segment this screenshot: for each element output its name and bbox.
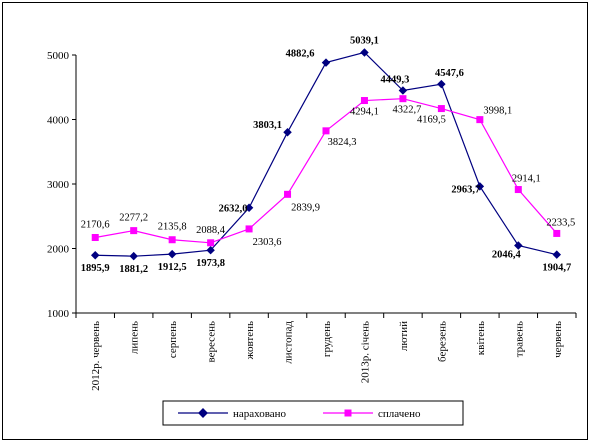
point-paid [476, 116, 484, 124]
x-tick-label: травень [513, 321, 525, 357]
legend: нараховано сплачено [162, 400, 464, 426]
x-tick-label: жовтень [244, 321, 256, 360]
legend-marker-accrued [198, 408, 208, 418]
data-label-paid: 2303,6 [253, 237, 282, 248]
point-accrued [90, 250, 100, 260]
y-tick-label: 1000 [47, 308, 70, 320]
legend-label-accrued: нараховано [233, 408, 287, 420]
point-accrued [129, 251, 138, 261]
x-tick-label: червень [552, 321, 564, 358]
data-label-paid: 2277,2 [119, 213, 148, 224]
data-label-accrued: 4449,3 [380, 75, 409, 86]
data-label-paid: 2914,1 [512, 174, 541, 185]
point-accrued [514, 241, 523, 250]
point-paid [360, 97, 368, 105]
data-label-accrued: 5039,1 [350, 35, 379, 46]
point-accrued [552, 250, 562, 259]
data-label-paid: 2839,9 [291, 202, 320, 213]
data-label-paid: 4169,5 [417, 115, 446, 126]
point-paid [284, 190, 292, 198]
x-tick-label: 2012р. червень [90, 321, 102, 391]
x-tick-label: липень [129, 321, 141, 354]
point-accrued [398, 86, 408, 95]
legend-marker-paid [344, 409, 352, 417]
data-label-accrued: 2046,4 [492, 250, 522, 261]
point-paid [514, 186, 522, 194]
point-accrued [167, 249, 177, 259]
data-label-accrued: 1973,8 [196, 258, 225, 269]
point-accrued [244, 203, 254, 212]
point-paid [207, 239, 215, 247]
data-label-accrued: 4547,6 [435, 68, 464, 79]
data-label-accrued: 2632,0 [219, 204, 248, 215]
axes: 1000 2000 3000 4000 5000 2012р. червень липень… [47, 50, 577, 391]
data-label-paid: 2135,8 [158, 222, 187, 233]
data-label-paid: 3824,3 [328, 137, 357, 148]
point-paid [245, 225, 253, 233]
data-label-accrued: 1881,2 [119, 264, 148, 275]
data-label-accrued: 2963,7 [451, 184, 480, 195]
point-accrued [360, 48, 369, 57]
data-label-accrued: 1895,9 [81, 263, 110, 274]
x-tick-label: квітень [475, 321, 487, 355]
point-paid [322, 127, 330, 135]
point-paid [437, 105, 445, 113]
x-tick-label: серпень [167, 321, 179, 358]
y-tick-label: 4000 [47, 115, 70, 127]
x-tick-label: березень [436, 321, 448, 362]
data-label-accrued: 1904,7 [542, 263, 571, 274]
data-label-paid: 4322,7 [392, 105, 421, 116]
y-tick-label: 2000 [47, 244, 70, 256]
series-markers [90, 48, 562, 261]
y-tick-label: 3000 [47, 179, 70, 191]
data-label-accrued: 1912,5 [158, 262, 187, 273]
point-paid [130, 227, 138, 235]
data-label-paid: 3998,1 [483, 106, 512, 117]
y-tick-label: 5000 [47, 50, 70, 62]
data-label-paid: 2088,4 [196, 225, 226, 236]
point-paid [91, 233, 99, 241]
point-accrued [437, 79, 446, 89]
x-tick-label: 2013р. січень [359, 321, 371, 383]
point-accrued [475, 182, 485, 191]
data-labels: 1895,9 1881,2 1912,5 1973,8 2632,0 3803,1 4882… [81, 35, 575, 275]
point-accrued [321, 58, 331, 67]
point-paid [168, 236, 176, 244]
data-label-paid: 4294,1 [350, 107, 379, 118]
point-accrued [206, 245, 215, 255]
line-chart: 1000 2000 3000 4000 5000 2012р. червень липень… [47, 35, 577, 426]
point-paid [553, 229, 561, 237]
data-label-accrued: 4882,6 [286, 49, 315, 60]
data-label-accrued: 3803,1 [253, 120, 282, 131]
legend-label-paid: сплачено [378, 408, 421, 420]
x-tick-label: листопад [283, 321, 295, 364]
x-tick-label: лютий [398, 321, 410, 351]
x-tick-label: грудень [321, 321, 333, 357]
data-label-paid: 2233,5 [546, 217, 575, 228]
point-accrued [283, 127, 292, 137]
point-paid [399, 95, 407, 103]
x-tick-label: вересень [206, 321, 218, 362]
data-label-paid: 2170,6 [81, 219, 110, 230]
chart-frame: 1000 2000 3000 4000 5000 2012р. червень липень… [2, 2, 588, 440]
